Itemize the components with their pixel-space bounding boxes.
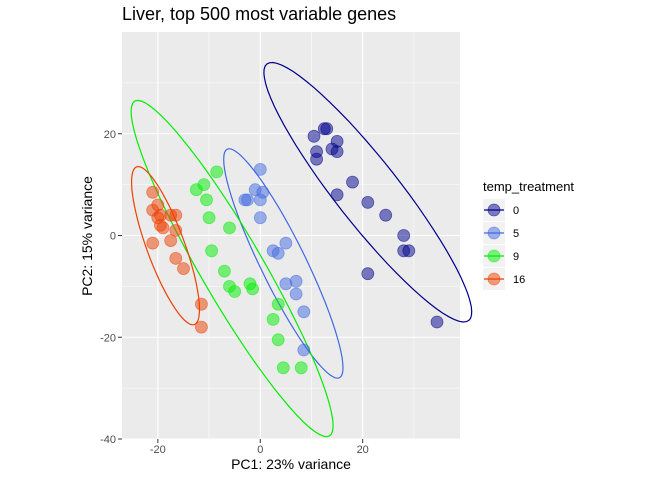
- point-series-9: [223, 221, 236, 235]
- legend-key-point: [487, 249, 501, 263]
- data-points: [146, 122, 444, 375]
- point-series-9: [266, 312, 280, 326]
- point-series-16: [177, 262, 190, 276]
- point-series-0: [307, 129, 321, 143]
- point-series-16: [194, 320, 208, 334]
- x-axis-title: PC1: 23% variance: [231, 456, 351, 472]
- point-series-5: [253, 162, 267, 176]
- point-series-16: [169, 208, 183, 222]
- point-series-0: [397, 229, 411, 242]
- point-series-9: [200, 193, 213, 207]
- legend-label-16: 16: [513, 274, 525, 286]
- tick-labels: -20 0 20 -40 -20 0 20: [100, 129, 369, 456]
- point-series-16: [164, 234, 178, 248]
- y-tick-label: -40: [100, 434, 116, 446]
- point-series-16: [169, 223, 183, 237]
- point-series-9: [205, 244, 219, 258]
- ellipse-series-9: [130, 99, 334, 438]
- point-series-9: [276, 361, 290, 375]
- legend-label-9: 9: [513, 251, 519, 263]
- x-tick-label: -20: [150, 444, 166, 456]
- point-series-9: [189, 183, 203, 197]
- point-series-5: [253, 211, 267, 225]
- legend-key-point: [487, 272, 501, 286]
- point-series-16: [156, 221, 170, 235]
- point-series-0: [430, 315, 444, 329]
- point-series-0: [320, 122, 334, 136]
- point-series-9: [228, 285, 242, 298]
- point-series-0: [310, 152, 324, 166]
- point-series-5: [297, 305, 311, 319]
- point-series-9: [246, 282, 260, 296]
- point-series-0: [330, 188, 344, 202]
- point-series-0: [379, 208, 393, 222]
- point-series-5: [271, 246, 285, 260]
- point-series-0: [346, 175, 359, 189]
- legend: temp_treatment 0 5 9 16: [483, 179, 574, 290]
- point-series-9: [294, 361, 308, 375]
- point-series-16: [146, 185, 160, 199]
- point-series-5: [289, 287, 303, 301]
- y-tick-label: -20: [100, 332, 116, 344]
- x-tick-label: 20: [357, 444, 369, 456]
- legend-key-point: [487, 226, 501, 240]
- ellipse-series-16: [131, 165, 201, 326]
- ellipse-series-5: [223, 148, 344, 379]
- y-tick-label: 20: [104, 129, 116, 141]
- legend-key-point: [487, 203, 501, 217]
- point-series-9: [210, 165, 224, 179]
- point-series-16: [146, 236, 160, 250]
- y-axis-title: PC2: 15% variance: [79, 176, 95, 296]
- point-series-0: [361, 195, 375, 209]
- point-series-9: [271, 297, 285, 311]
- axis-ticks: [118, 133, 364, 443]
- point-series-5: [238, 193, 252, 207]
- point-series-9: [217, 264, 231, 278]
- point-series-0: [330, 145, 344, 159]
- point-series-16: [194, 297, 208, 311]
- x-tick-label: 0: [257, 444, 263, 456]
- point-series-5: [253, 193, 267, 207]
- point-series-16: [169, 251, 183, 265]
- point-series-0: [402, 244, 416, 258]
- point-series-5: [279, 236, 293, 250]
- point-series-5: [297, 343, 311, 357]
- legend-title: temp_treatment: [483, 179, 574, 194]
- legend-label-5: 5: [513, 228, 519, 240]
- point-series-5: [289, 274, 303, 288]
- point-series-0: [361, 267, 375, 281]
- confidence-ellipses: [130, 61, 473, 438]
- point-series-9: [202, 211, 216, 225]
- legend-label-0: 0: [513, 205, 519, 217]
- ellipse-series-0: [263, 61, 473, 323]
- chart-title: Liver, top 500 most variable genes: [122, 4, 396, 24]
- y-tick-label: 0: [110, 231, 116, 243]
- point-series-9: [271, 333, 285, 347]
